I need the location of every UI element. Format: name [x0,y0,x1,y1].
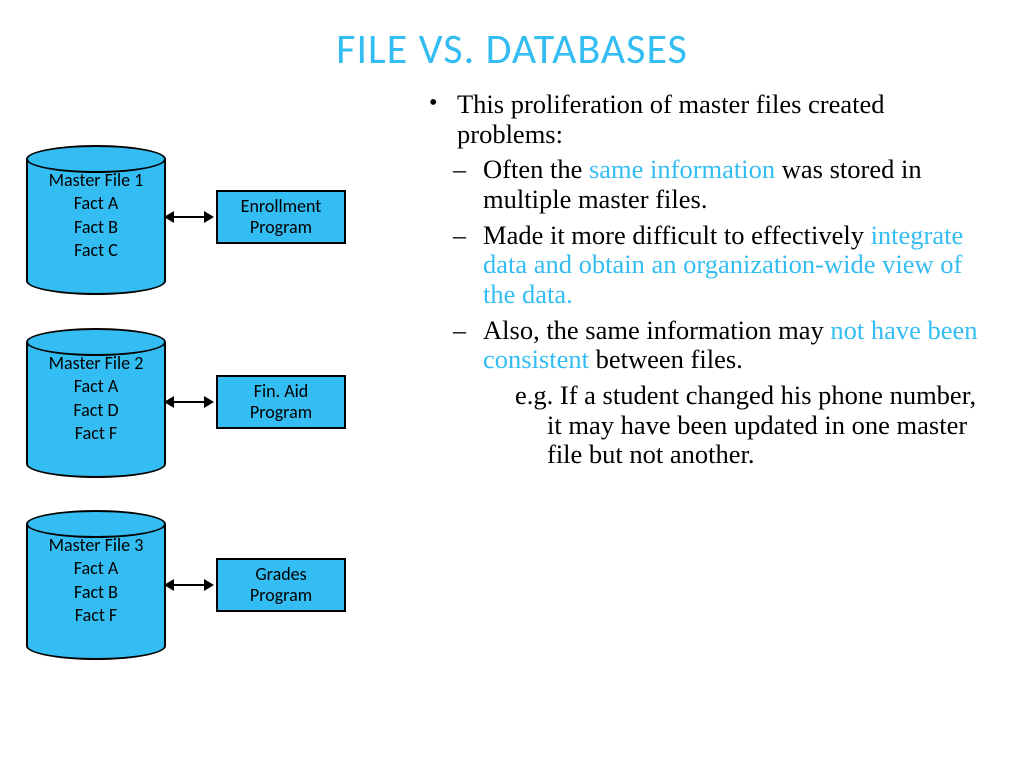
connector-arrow [172,584,206,586]
program-box: Enrollment Program [216,190,346,244]
database-cylinder: Master File 1Fact AFact BFact C [26,145,166,295]
database-cylinder: Master File 3Fact AFact BFact F [26,510,166,660]
bullet-level2: Made it more difficult to effectively in… [415,221,995,310]
bullet-level1: This proliferation of master files creat… [415,90,995,149]
database-cylinder: Master File 2Fact AFact DFact F [26,328,166,478]
text-fragment: between files. [589,344,743,374]
cylinder-label: Master File 1Fact AFact BFact C [26,169,166,263]
text-fragment: Also, the same information may [483,315,830,345]
cylinder-label: Master File 3Fact AFact BFact F [26,534,166,628]
content-text: This proliferation of master files creat… [415,90,995,476]
bullet-level2: Often the same information was stored in… [415,155,995,214]
connector-arrow [172,216,206,218]
text-fragment: Often the [483,154,589,184]
bullet-level2: Also, the same information may not have … [415,316,995,375]
bullet-level3: e.g. If a student changed his phone numb… [447,381,995,470]
connector-arrow [172,401,206,403]
cylinder-label: Master File 2Fact AFact DFact F [26,352,166,446]
page-title: FILE VS. DATABASES [0,24,1024,75]
text-fragment: Made it more difficult to effectively [483,220,871,250]
highlight-text: same information [589,154,775,184]
program-box: Grades Program [216,558,346,612]
program-box: Fin. Aid Program [216,375,346,429]
